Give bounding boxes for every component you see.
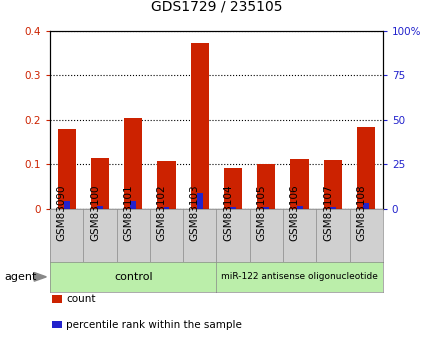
Bar	[362, 203, 368, 209]
Text: GSM83104: GSM83104	[223, 185, 233, 241]
Text: GSM83103: GSM83103	[189, 185, 199, 241]
Text: GSM83106: GSM83106	[289, 185, 299, 241]
Bar	[57, 129, 76, 209]
Text: percentile rank within the sample: percentile rank within the sample	[66, 320, 241, 329]
Bar	[190, 43, 208, 209]
Text: GSM83090: GSM83090	[56, 185, 66, 241]
Bar	[63, 201, 69, 209]
Bar	[124, 118, 142, 209]
Text: GSM83105: GSM83105	[256, 185, 266, 241]
Text: GDS1729 / 235105: GDS1729 / 235105	[150, 0, 282, 14]
Bar	[263, 207, 269, 209]
Bar	[296, 206, 302, 209]
Text: count: count	[66, 294, 95, 304]
Bar	[130, 201, 136, 209]
Bar	[356, 127, 375, 209]
Text: GSM83100: GSM83100	[90, 185, 100, 241]
Text: GSM83101: GSM83101	[123, 185, 133, 241]
Bar	[230, 207, 236, 209]
Text: control: control	[114, 272, 152, 282]
Text: GSM83107: GSM83107	[322, 185, 332, 241]
Bar	[157, 161, 175, 209]
Bar	[97, 206, 103, 209]
Bar	[224, 168, 242, 209]
Bar	[329, 207, 335, 209]
Text: GSM83102: GSM83102	[156, 185, 166, 241]
Text: GSM83108: GSM83108	[355, 185, 365, 241]
Polygon shape	[34, 273, 46, 281]
Bar	[256, 164, 275, 209]
Bar	[323, 160, 341, 209]
Bar	[290, 159, 308, 209]
Bar	[196, 193, 202, 209]
Bar	[163, 207, 169, 209]
Bar	[91, 158, 109, 209]
Text: agent: agent	[4, 272, 36, 282]
Text: miR-122 antisense oligonucleotide: miR-122 antisense oligonucleotide	[220, 272, 377, 282]
